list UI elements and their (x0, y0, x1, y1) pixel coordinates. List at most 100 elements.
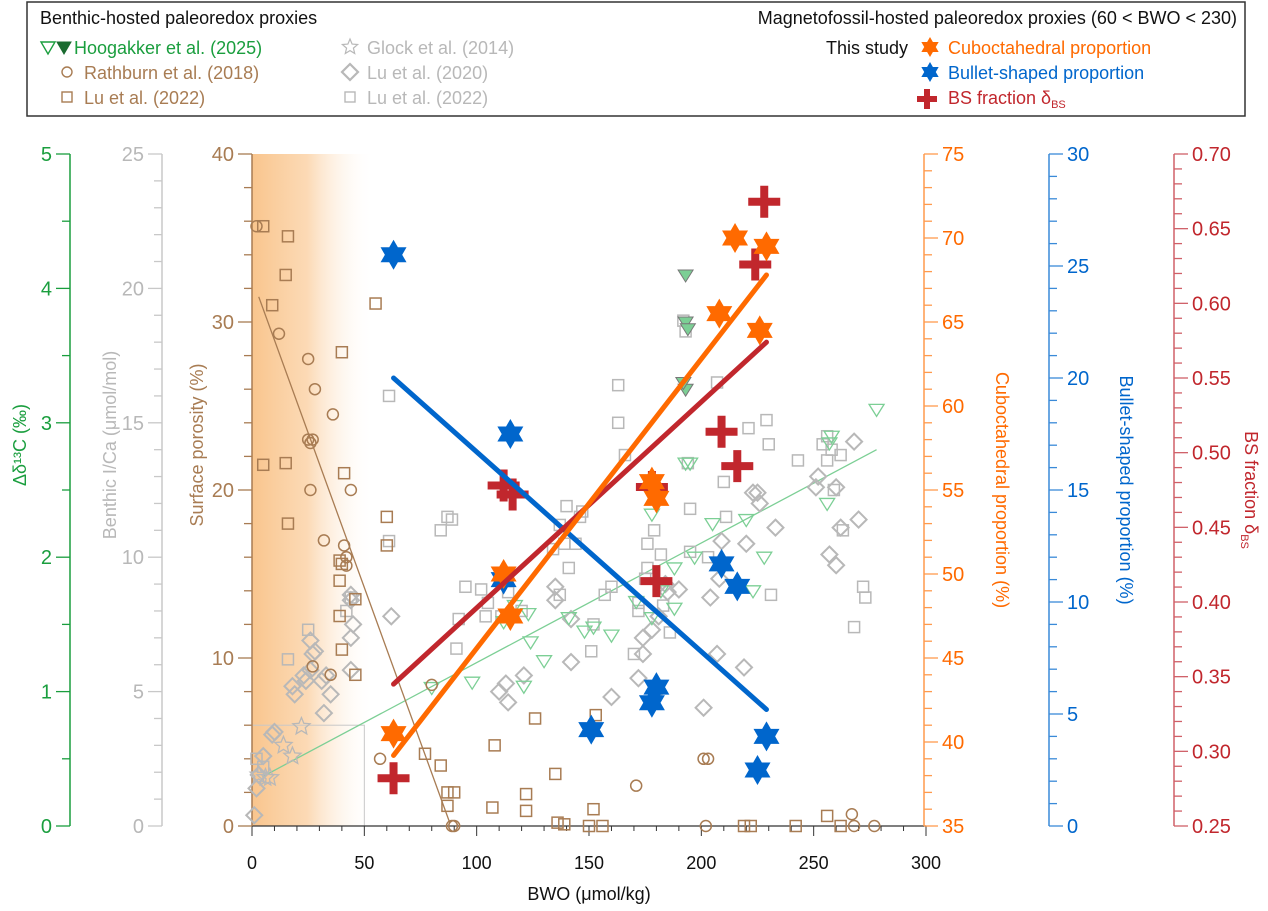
square-open-icon (61, 91, 73, 103)
diamond-point (316, 666, 336, 685)
triangle-open-point (665, 602, 684, 617)
hexagram-point (706, 298, 733, 329)
square-point (611, 416, 625, 430)
star-point (248, 764, 269, 784)
x-tick-label: 150 (574, 853, 604, 873)
y-tick-label-bullet: 30 (1067, 144, 1089, 166)
y-tick-label-d13c: 4 (41, 278, 52, 300)
circle-point (373, 752, 387, 766)
diamond-point (545, 577, 565, 597)
legend-item-lu2022-brown: Lu et al. (2022) (61, 88, 205, 108)
square-point (380, 539, 394, 552)
triangle-open-point (535, 655, 553, 669)
square-point (447, 786, 461, 799)
circle-point (250, 219, 263, 233)
circle-point (344, 483, 358, 497)
square-point (335, 557, 349, 571)
square-point (281, 653, 295, 666)
square-point (611, 378, 625, 392)
y-tick-label-ica: 20 (122, 278, 144, 300)
triangle-open-point (521, 636, 540, 651)
square-point (596, 819, 609, 833)
square-point (434, 759, 447, 772)
hexagram-point (380, 718, 407, 749)
square-point (441, 799, 454, 813)
plus-point (721, 450, 754, 483)
y-tick-label-d13c: 5 (41, 144, 52, 166)
square-point (742, 421, 755, 435)
diamond-point (658, 582, 678, 602)
circle-point (868, 819, 881, 833)
plus-point (487, 469, 520, 502)
diamond-point (849, 510, 869, 529)
y-tick-label-cubo: 45 (942, 648, 964, 670)
circle-point (340, 550, 353, 564)
y-tick-label-bullet: 5 (1067, 704, 1078, 726)
diamond-point (642, 620, 662, 640)
diamond-point (707, 644, 727, 664)
square-point (847, 620, 861, 634)
diamond-point (736, 534, 756, 554)
square-point (605, 580, 618, 594)
diamond-point (321, 684, 341, 704)
fit-line-cuboctahedral (391, 272, 769, 758)
square-point (335, 345, 349, 359)
plus-point (748, 185, 781, 218)
circle-point (308, 382, 322, 396)
y-tick-label-poro: 0 (223, 816, 234, 838)
hexagram-point (753, 231, 780, 262)
diamond-point (561, 609, 581, 629)
triangle-open-point (822, 430, 841, 445)
square-point (441, 786, 454, 799)
square-point (562, 561, 576, 575)
diamond-point (561, 652, 581, 672)
diamond-point (806, 477, 826, 497)
y-tick-label-cubo: 55 (942, 480, 964, 502)
plus-point (496, 478, 529, 511)
y-tick-label-poro: 10 (212, 648, 234, 670)
hexagram-point (578, 714, 605, 745)
square-point (333, 574, 346, 587)
diamond-point (341, 585, 361, 605)
triangle-open-point (703, 517, 722, 532)
triangle-open-point (519, 607, 538, 622)
fit-line-bullet-shaped (391, 375, 769, 713)
hexagram-point (380, 239, 407, 270)
y-tick-label-bs: 0.25 (1192, 816, 1231, 838)
square-point (250, 752, 263, 766)
triangle-open-point (867, 403, 886, 418)
y-tick-label-bs: 0.60 (1192, 293, 1231, 315)
legend-label-bs-sub: BS (1051, 99, 1066, 111)
hexagram-point (708, 548, 735, 579)
square-point (369, 297, 382, 310)
hexagram-orange-icon (921, 37, 939, 57)
diamond-point (743, 483, 763, 503)
y-tick-label-cubo: 75 (942, 144, 964, 166)
diamond-point (633, 628, 653, 648)
legend-label-bullet: Bullet-shaped proportion (948, 63, 1144, 83)
diamond-point (694, 698, 713, 718)
circle-point (629, 779, 643, 792)
y-tick-label-cubo: 35 (942, 816, 964, 838)
square-point (256, 219, 270, 233)
square-point (647, 524, 661, 537)
square-point (627, 647, 641, 661)
diamond-point (826, 477, 846, 497)
square-point (441, 510, 454, 524)
diamond-point (649, 606, 669, 626)
legend-item-lu2020: Lu et al. (2020) (340, 62, 488, 83)
square-point (382, 534, 396, 548)
y-tick-label-ica: 5 (133, 682, 144, 704)
y-tick-label-bs: 0.35 (1192, 667, 1231, 689)
legend-label-cubo: Cuboctahedral proportion (948, 38, 1151, 58)
square-point (834, 819, 847, 833)
square-point (587, 802, 600, 816)
square-point (856, 580, 870, 594)
square-point (519, 804, 533, 818)
square-point (528, 712, 542, 725)
diamond-point (305, 641, 325, 661)
hexagram-point (643, 483, 670, 514)
legend-label-lu2022-grey: Lu et al. (2022) (367, 88, 488, 108)
circle-point (301, 433, 315, 446)
